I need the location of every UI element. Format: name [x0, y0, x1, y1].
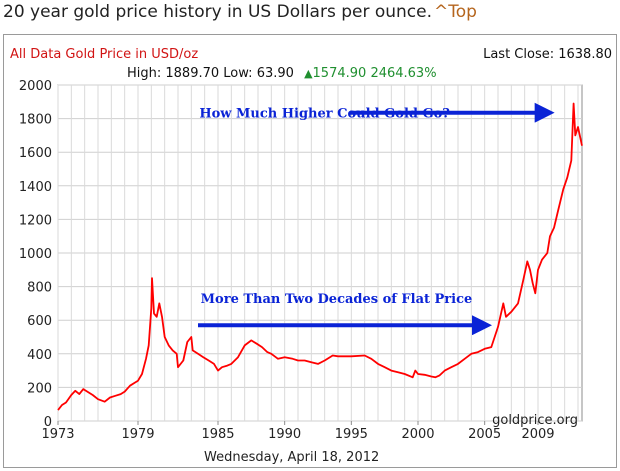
y-tick-label: 800 [27, 281, 52, 296]
y-tick-label: 400 [27, 348, 52, 363]
y-tick-label: 200 [27, 381, 52, 396]
date-label: Wednesday, April 18, 2012 [204, 450, 380, 465]
last-close: Last Close: 1638.80 [483, 47, 612, 62]
y-tick-label: 1200 [19, 213, 52, 228]
gold-price-chart: All Data Gold Price in USD/oz Last Close… [3, 34, 617, 468]
watermark: goldprice.org [492, 413, 578, 428]
y-tick-label: 2000 [19, 79, 52, 94]
plot-area: 0 200 400 600 800 1000 1200 1400 1600 1800 2000 197… [19, 79, 583, 442]
x-tick-label: 1995 [335, 427, 368, 442]
up-triangle-icon: ▲ [304, 67, 313, 80]
x-tick-label: 1979 [121, 427, 154, 442]
stat-change-pct: 2464.63% [370, 66, 437, 81]
y-tick-label: 0 [44, 415, 52, 430]
y-tick-label: 600 [27, 314, 52, 329]
annotation-label: More Than Two Decades of Flat Price [201, 292, 473, 307]
x-tick-label: 1990 [268, 427, 301, 442]
y-tick-label: 1600 [19, 146, 52, 161]
page-heading-text: 20 year gold price history in US Dollars… [3, 2, 433, 22]
x-tick-label: 2000 [401, 427, 434, 442]
stat-change: 1574.90 [312, 66, 367, 81]
x-tick-label: 2009 [521, 427, 554, 442]
annotation-label: How Much Higher Could Gold Go? [199, 107, 450, 122]
stat-low: Low: 63.90 [223, 66, 294, 81]
stats-line: High: 1889.70 Low: 63.90 ▲1574.90 2464.6… [127, 66, 437, 81]
x-tick-label: 2005 [468, 427, 501, 442]
stat-high: High: 1889.70 [127, 66, 220, 81]
x-tick-label: 1973 [41, 427, 74, 442]
top-link[interactable]: ^Top [434, 2, 477, 22]
page-heading: 20 year gold price history in US Dollars… [3, 2, 477, 22]
y-tick-label: 1800 [19, 113, 52, 128]
gold-price-line [57, 102, 583, 411]
chart-title: All Data Gold Price in USD/oz [10, 47, 199, 62]
y-tick-label: 1400 [19, 180, 52, 195]
y-tick-label: 1000 [19, 247, 52, 262]
x-tick-label: 1985 [201, 427, 234, 442]
